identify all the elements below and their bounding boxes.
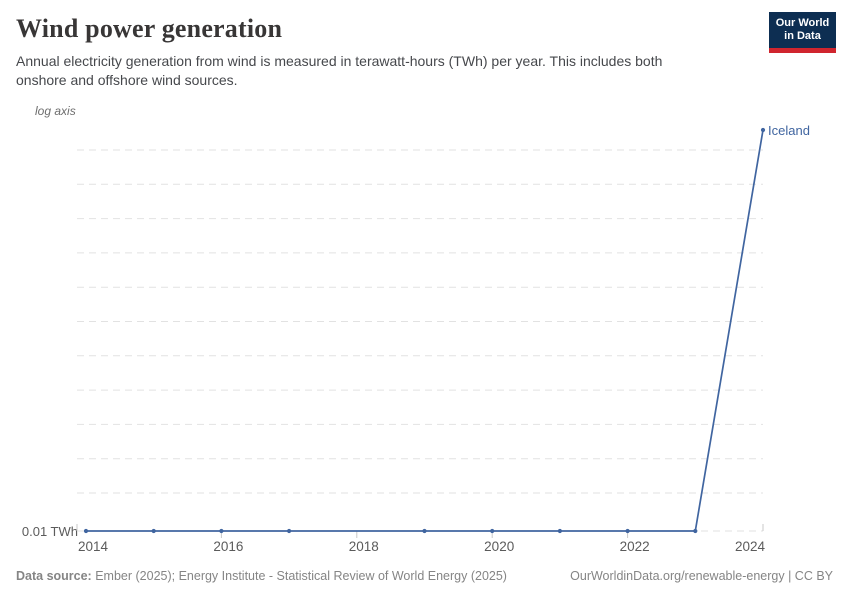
- series-iceland-line[interactable]: [83, 127, 766, 534]
- x-tick-label: 2016: [213, 539, 243, 554]
- subtitle-line-1: Annual electricity generation from wind …: [16, 53, 663, 69]
- subtitle-line-2: onshore and offshore wind sources.: [16, 72, 238, 88]
- log-axis-note: log axis: [35, 104, 76, 118]
- page-title: Wind power generation: [16, 14, 283, 43]
- x-tick-label: 2022: [620, 539, 650, 554]
- owid-logo[interactable]: Our World in Data: [769, 12, 836, 53]
- data-source-text: Ember (2025); Energy Institute - Statist…: [91, 569, 507, 583]
- x-axis-labels: 2014 2016 2018 2020 2022 2024: [78, 539, 766, 554]
- chart-subtitle: Annual electricity generation from wind …: [16, 52, 736, 90]
- y-axis-min-label: 0.01 TWh: [21, 524, 78, 539]
- x-tick-label: 2024: [735, 539, 766, 554]
- owid-link[interactable]: OurWorldinData.org/renewable-energy | CC…: [570, 569, 833, 583]
- data-source-note: Data source: Ember (2025); Energy Instit…: [16, 569, 507, 583]
- data-source-label: Data source:: [16, 569, 92, 583]
- owid-logo-line-2: in Data: [784, 30, 821, 42]
- gridlines: [77, 149, 763, 532]
- series-entity-label[interactable]: Iceland: [768, 123, 810, 138]
- x-tick-label: 2020: [484, 539, 514, 554]
- x-tick-label: 2014: [78, 539, 109, 554]
- x-tick-label: 2018: [349, 539, 379, 554]
- owid-logo-line-1: Our World: [775, 17, 830, 29]
